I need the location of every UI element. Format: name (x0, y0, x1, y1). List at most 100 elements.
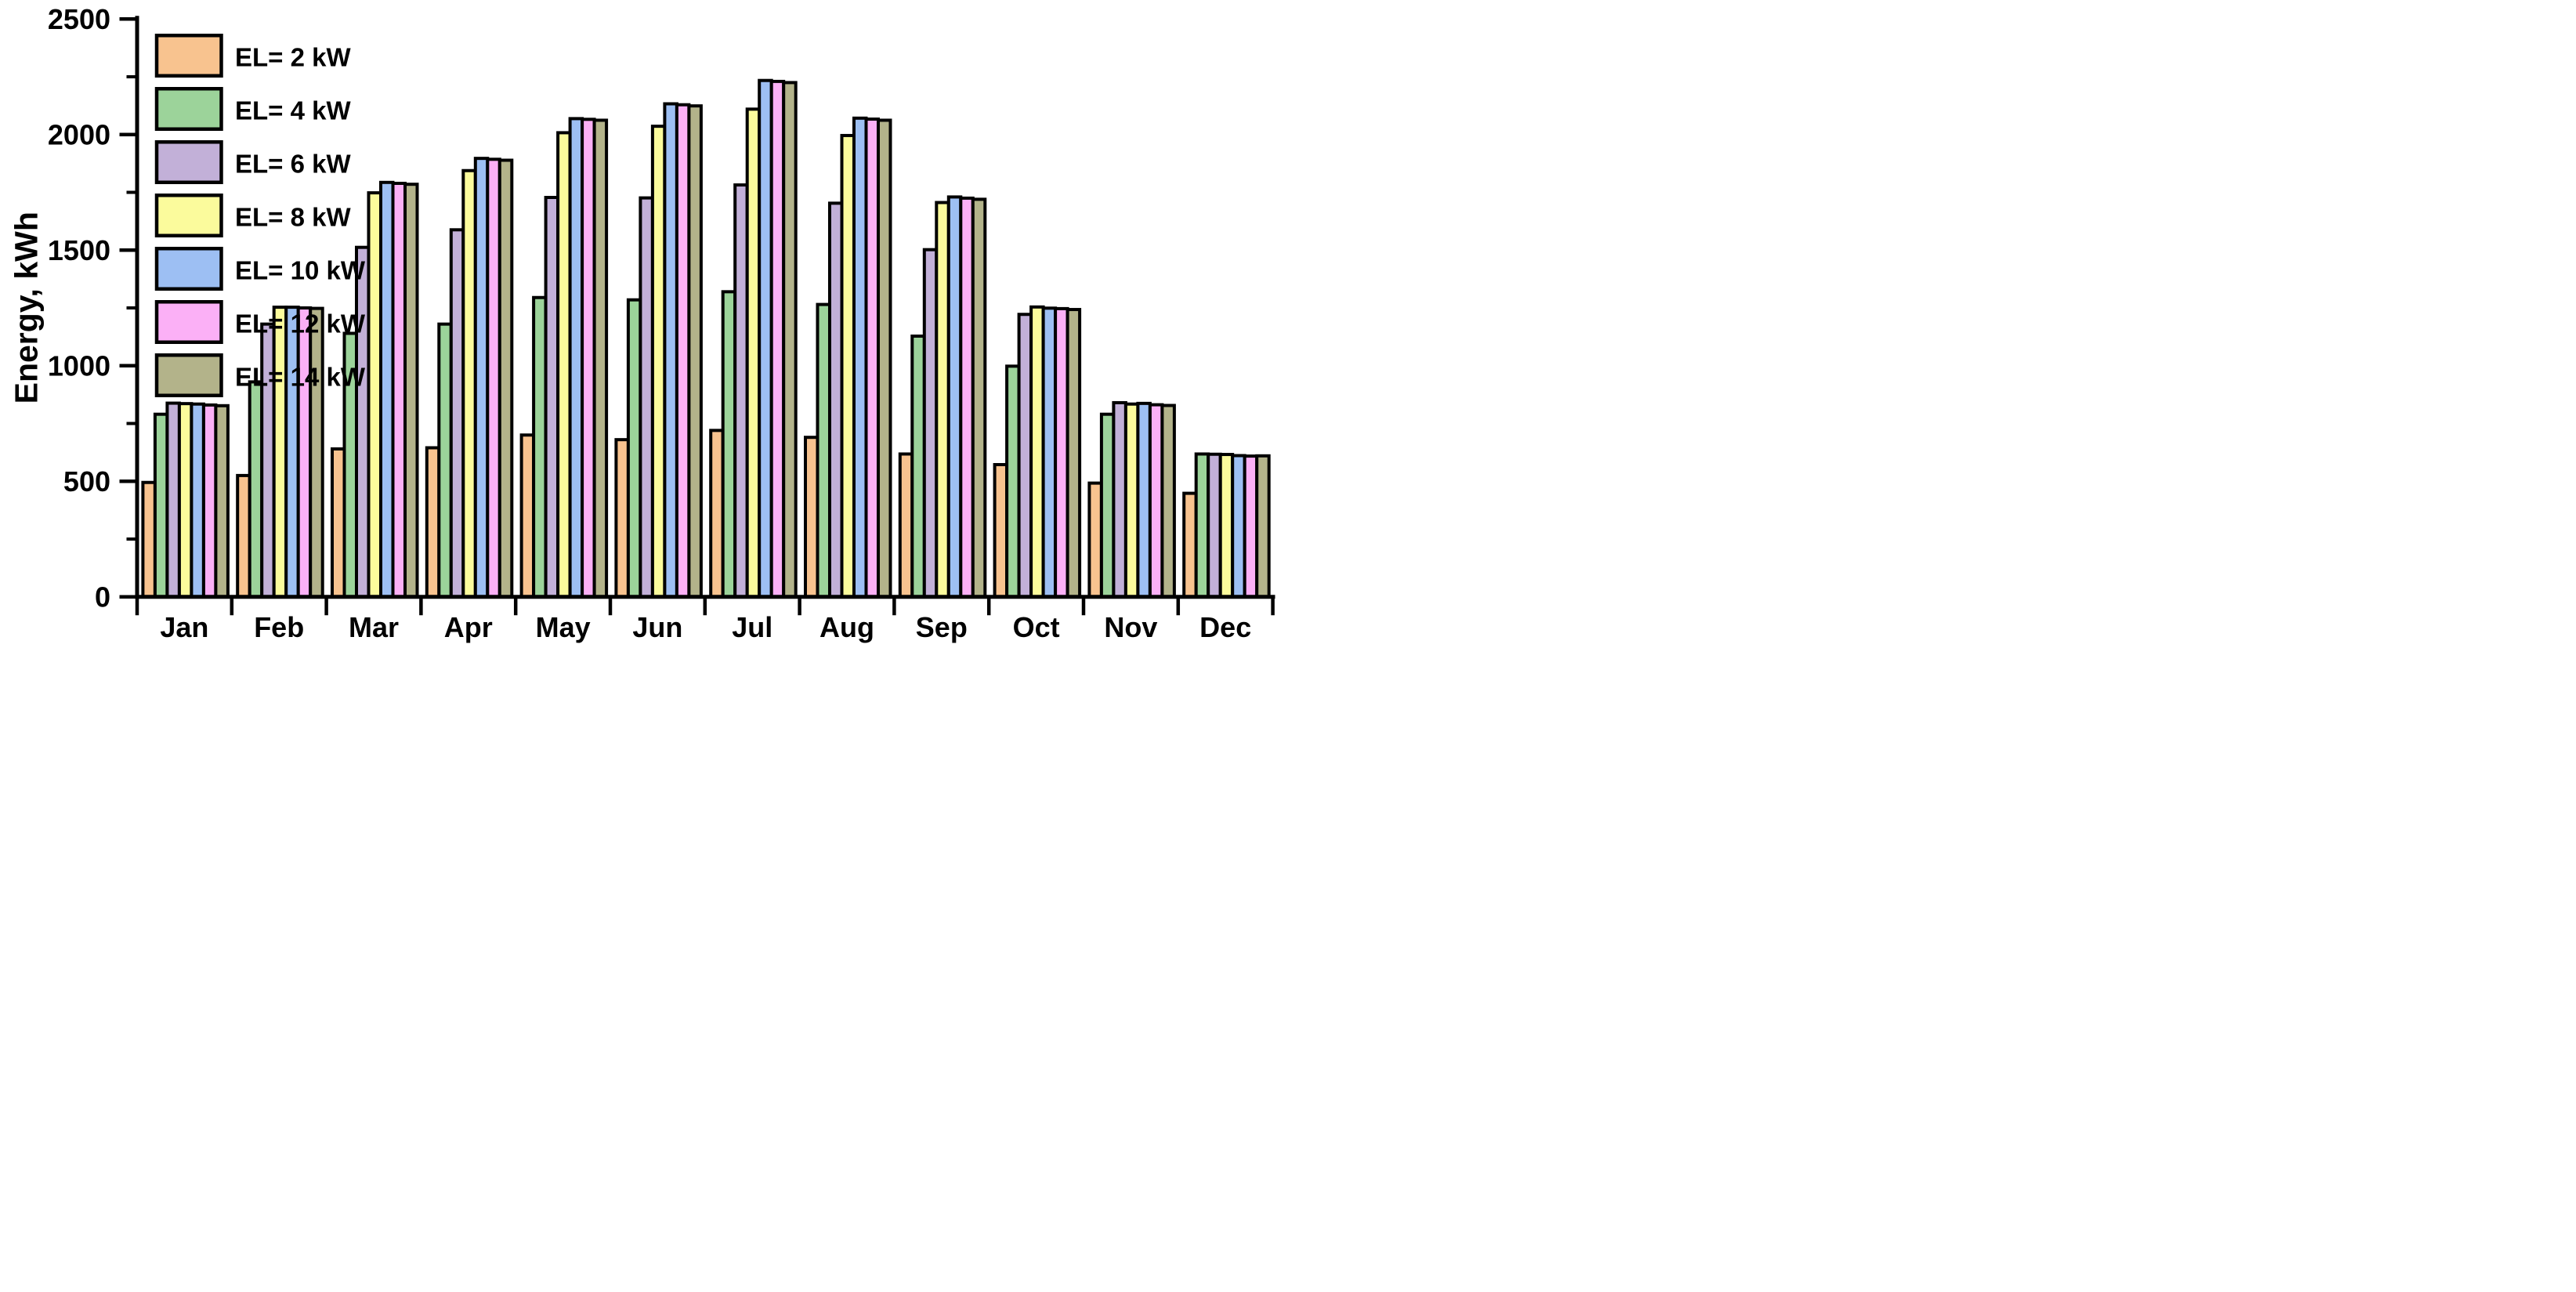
energy-bar-chart: 0 500 1000 1500 2000 2500 Jan Feb Mar Apr May Jun Ju… (9, 3, 1275, 643)
bar-jan-2 (153, 412, 169, 599)
bar-nov-5 (1136, 401, 1152, 599)
bar-apr-7 (497, 158, 514, 599)
bar-mar-3 (355, 245, 371, 599)
y-tick-label: 0 (95, 581, 110, 613)
bar-mar-5 (379, 180, 395, 599)
bar-sep-5 (946, 195, 963, 599)
legend-label-5: EL= 10 kW (235, 255, 366, 284)
bar-apr-5 (473, 157, 490, 599)
bar-aug-2 (816, 302, 831, 599)
bar-jul-4 (745, 107, 762, 599)
bar-feb-4 (272, 306, 288, 599)
legend-label-4: EL= 8 kW (235, 202, 351, 231)
bar-may-4 (556, 131, 572, 599)
bar-dec-7 (1255, 454, 1271, 599)
x-tick-label-feb: Feb (254, 611, 304, 643)
bar-feb-1 (236, 473, 251, 599)
bar-aug-7 (877, 118, 892, 599)
bar-jun-3 (639, 196, 654, 599)
bar-nov-3 (1112, 400, 1127, 599)
bar-dec-1 (1182, 491, 1198, 599)
bar-sep-6 (959, 196, 975, 599)
bar-dec-5 (1231, 454, 1246, 599)
legend-label-7: EL= 14 kW (235, 362, 366, 391)
bar-mar-4 (367, 191, 382, 599)
bar-sep-3 (922, 248, 939, 599)
bar-oct-2 (1005, 364, 1021, 599)
x-tick-label-jan: Jan (160, 611, 208, 643)
legend-swatch-4 (154, 194, 223, 237)
bar-oct-3 (1017, 313, 1033, 599)
bar-feb-5 (284, 306, 300, 599)
bar-jul-3 (733, 183, 749, 599)
bar-feb-7 (309, 306, 324, 599)
bar-aug-4 (840, 133, 856, 599)
legend-swatch-2 (154, 87, 223, 131)
bar-dec-6 (1243, 454, 1259, 599)
bar-jan-6 (201, 403, 218, 599)
bar-nov-1 (1087, 481, 1103, 599)
bar-jul-1 (709, 429, 725, 599)
bar-aug-6 (864, 118, 880, 599)
y-tick-label: 2500 (48, 3, 110, 35)
bar-jun-4 (650, 125, 667, 599)
bar-jul-6 (769, 79, 786, 599)
bar-jan-5 (190, 402, 205, 599)
bar-mar-1 (331, 447, 346, 599)
bar-aug-3 (828, 201, 844, 599)
bar-apr-3 (449, 228, 465, 599)
bar-may-6 (581, 118, 596, 599)
legend-swatch-7 (154, 353, 223, 397)
bar-may-1 (519, 433, 536, 599)
bar-aug-1 (804, 436, 819, 599)
legend-swatch-1 (154, 34, 223, 78)
bar-may-3 (544, 196, 560, 599)
bar-mar-7 (403, 183, 419, 599)
bar-nov-7 (1160, 404, 1176, 599)
y-tick-label: 500 (63, 465, 110, 498)
x-tick-label-jul: Jul (732, 611, 772, 643)
bar-jan-1 (141, 480, 157, 599)
legend-label-1: EL= 2 kW (235, 42, 351, 71)
bar-oct-1 (993, 463, 1009, 599)
bar-dec-2 (1194, 452, 1210, 599)
bar-oct-4 (1029, 305, 1045, 599)
bar-feb-2 (248, 380, 264, 599)
x-tick-label-dec: Dec (1199, 611, 1251, 643)
bar-jan-3 (165, 401, 181, 599)
x-tick-label-nov: Nov (1104, 611, 1157, 643)
bar-jun-7 (687, 104, 703, 599)
bar-jun-5 (663, 102, 678, 599)
bar-nov-6 (1148, 403, 1164, 599)
bar-feb-6 (296, 306, 313, 599)
legend-label-2: EL= 4 kW (235, 96, 351, 125)
bar-may-5 (568, 117, 584, 599)
bar-apr-6 (486, 157, 501, 599)
bar-sep-1 (898, 452, 914, 599)
y-tick-label: 1500 (48, 234, 110, 266)
energy-bar-chart-container: 0 500 1000 1500 2000 2500 Jan Feb Mar Apr May Jun Ju… (0, 0, 1288, 646)
bar-sep-7 (971, 197, 987, 599)
bar-oct-5 (1041, 306, 1058, 599)
bar-oct-6 (1054, 306, 1069, 599)
x-tick-label-oct: Oct (1013, 611, 1060, 643)
legend-label-3: EL= 6 kW (235, 149, 351, 178)
bar-nov-2 (1099, 412, 1116, 599)
y-tick-label: 2000 (48, 118, 110, 150)
x-tick-label-mar: Mar (349, 611, 399, 643)
bar-sep-2 (910, 335, 926, 599)
legend-swatch-6 (154, 300, 223, 344)
x-tick-label-jun: Jun (632, 611, 682, 643)
x-tick-label-apr: Apr (444, 611, 493, 643)
bar-dec-4 (1218, 453, 1235, 599)
bar-may-7 (592, 118, 609, 599)
y-axis-title: Energy, kWh (9, 212, 45, 404)
bar-nov-4 (1123, 402, 1140, 599)
x-tick-label-may: May (536, 611, 591, 643)
bar-jun-6 (675, 103, 691, 599)
bar-jul-5 (758, 78, 773, 599)
bar-jun-2 (626, 298, 642, 599)
x-tick-label-aug: Aug (819, 611, 874, 643)
bar-apr-4 (461, 168, 477, 599)
x-tick-label-sep: Sep (916, 611, 968, 643)
